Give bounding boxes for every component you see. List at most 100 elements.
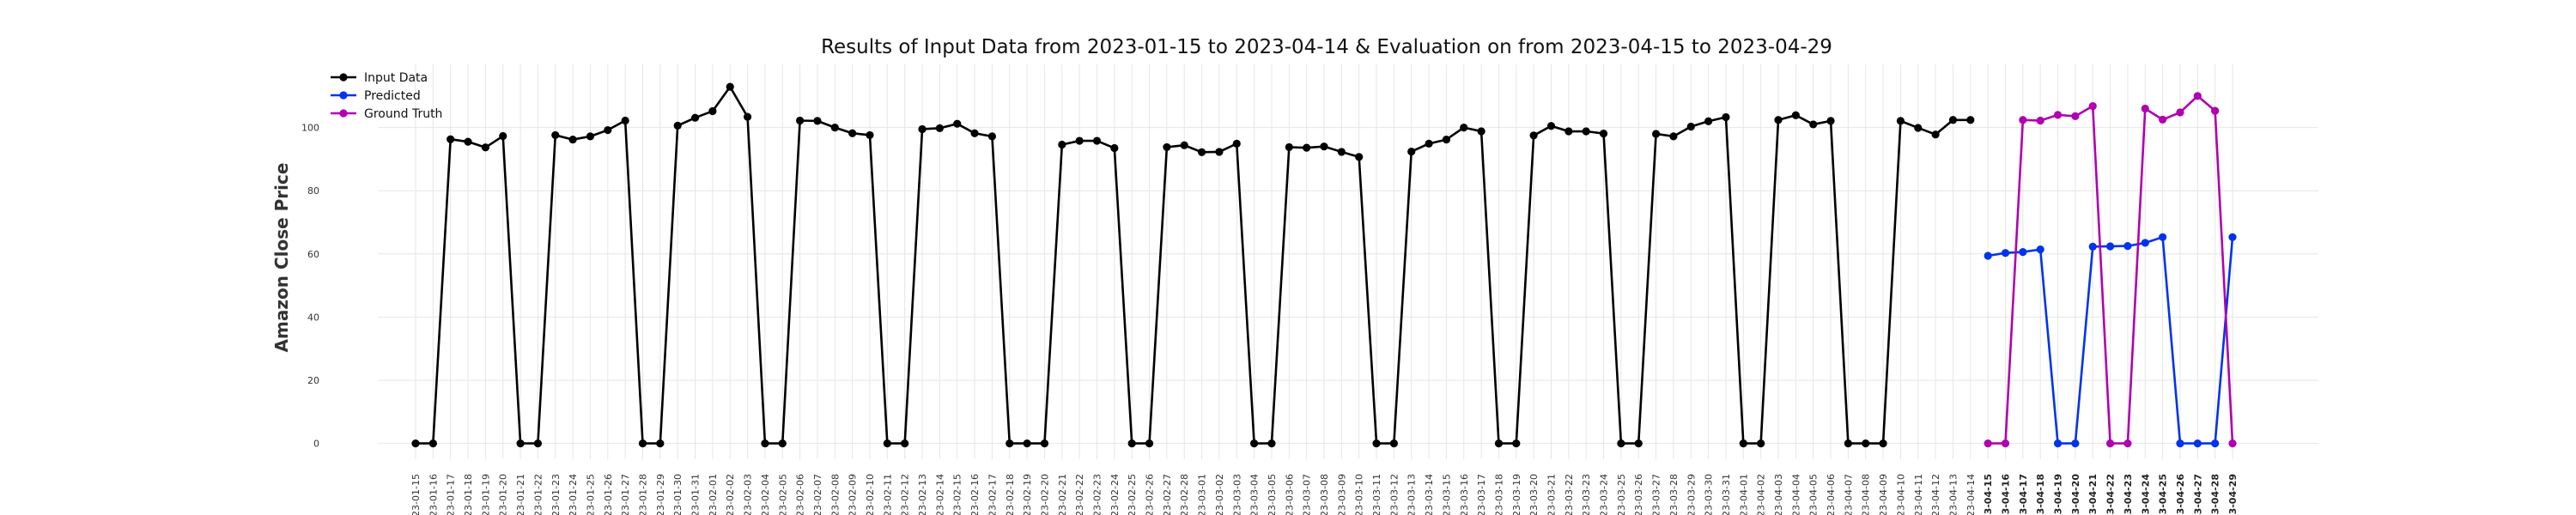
data-point	[1442, 135, 1451, 144]
data-point	[551, 130, 560, 140]
x-tick-label: 23-04-22	[2105, 474, 2117, 515]
x-tick-label: 23-03-06	[1284, 474, 1295, 515]
data-point	[2176, 439, 2184, 448]
legend-marker	[339, 109, 348, 118]
data-point	[499, 131, 507, 141]
data-point	[2019, 247, 2027, 257]
series-line	[416, 85, 1971, 445]
x-tick-label: 23-03-25	[1616, 474, 1627, 515]
data-point	[970, 129, 979, 137]
x-tick-label: 23-04-20	[2070, 474, 2081, 515]
x-tick-label: 23-02-06	[795, 474, 806, 515]
x-tick-label: 23-01-22	[532, 474, 544, 515]
data-point	[1355, 153, 1364, 161]
y-tick-label: 80	[307, 185, 319, 197]
x-tick-label: 23-01-17	[446, 474, 457, 515]
x-tick-label: 23-01-25	[585, 474, 596, 515]
x-tick-label: 23-04-28	[2210, 474, 2221, 515]
x-tick-label: 23-02-27	[1162, 474, 1173, 515]
x-tick-label: 23-02-08	[829, 474, 841, 515]
data-point	[2088, 101, 2097, 111]
legend-label: Input Data	[364, 71, 428, 85]
x-tick-label: 23-01-24	[568, 474, 579, 515]
data-point	[1285, 142, 1293, 152]
legend-entry: Ground Truth	[331, 107, 442, 121]
data-point	[866, 130, 874, 140]
x-tick-label: 23-04-14	[1965, 474, 1977, 515]
data-point	[953, 119, 962, 128]
x-tick-label: 23-04-21	[2087, 474, 2099, 515]
x-tick-label: 23-03-04	[1249, 474, 1261, 515]
data-point	[848, 129, 857, 137]
data-point	[987, 132, 997, 141]
x-tick-label: 23-02-19	[1022, 474, 1033, 515]
x-tick-label: 23-03-18	[1493, 474, 1504, 515]
data-point	[1110, 143, 1119, 153]
data-point	[1005, 439, 1014, 448]
x-tick-label: 23-02-01	[708, 474, 719, 515]
data-point	[1826, 117, 1835, 125]
x-tick-label: 23-02-24	[1109, 474, 1121, 515]
x-tick-label: 23-04-15	[1983, 474, 1994, 515]
x-tick-label: 23-01-30	[672, 474, 683, 515]
data-point	[2159, 115, 2167, 124]
data-point	[901, 439, 909, 448]
x-tick-label: 23-03-03	[1231, 474, 1242, 515]
y-tick-label: 100	[301, 123, 319, 134]
data-point	[1582, 127, 1590, 136]
data-point	[1757, 439, 1765, 448]
data-point	[428, 439, 437, 448]
x-tick-label: 23-04-01	[1738, 474, 1749, 515]
data-point	[1914, 124, 1923, 132]
data-point	[2176, 108, 2184, 117]
data-point	[1862, 439, 1870, 448]
x-tick-label: 23-04-13	[1947, 474, 1959, 515]
data-point	[1722, 112, 1730, 122]
x-tick-label: 23-04-04	[1790, 474, 1801, 515]
x-tick-label: 23-03-12	[1388, 474, 1400, 515]
data-point	[1512, 439, 1521, 448]
data-point	[2053, 439, 2063, 448]
y-tick-label: 40	[307, 312, 319, 323]
x-tick-label: 23-02-12	[900, 474, 911, 515]
data-point	[1372, 439, 1381, 448]
x-tick-label: 23-01-19	[480, 474, 491, 515]
x-tick-label: 23-03-19	[1511, 474, 1522, 515]
data-point	[935, 124, 944, 132]
x-tick-label: 23-04-10	[1895, 474, 1906, 515]
grid	[378, 64, 2318, 459]
x-tick-label: 23-03-05	[1267, 474, 1278, 515]
data-point	[2019, 116, 2027, 124]
data-point	[1564, 127, 1573, 136]
y-axis-ticks: 0 20 40 60 80 100	[301, 123, 319, 450]
data-point	[1180, 141, 1188, 149]
legend-label: Ground Truth	[364, 107, 442, 121]
legend: Input Data Predicted Ground Truth	[331, 71, 442, 121]
data-point	[2123, 242, 2132, 251]
data-point	[2071, 112, 2080, 120]
data-point	[2228, 233, 2237, 241]
x-tick-label: 23-04-02	[1756, 474, 1767, 515]
x-tick-label: 23-03-16	[1459, 474, 1470, 515]
x-tick-label: 23-02-20	[1039, 474, 1050, 515]
x-tick-label: 23-04-11	[1913, 474, 1924, 515]
data-point	[796, 116, 805, 125]
data-point	[411, 439, 420, 448]
data-point	[1896, 117, 1905, 125]
data-point	[813, 117, 822, 125]
data-point	[1407, 147, 1416, 156]
data-point	[1774, 116, 1783, 124]
data-point	[1163, 142, 1171, 152]
x-tick-label: 23-01-16	[428, 474, 439, 515]
x-tick-label: 23-01-29	[655, 474, 666, 515]
data-point	[1809, 120, 1818, 129]
data-point	[621, 116, 629, 125]
data-point	[2001, 439, 2010, 448]
data-point	[1651, 130, 1661, 138]
x-tick-label: 23-03-26	[1633, 474, 1644, 515]
x-tick-label: 23-04-27	[2192, 474, 2203, 515]
data-point	[2159, 233, 2167, 241]
series-ground-truth	[1984, 92, 2237, 448]
data-point	[2105, 242, 2115, 251]
